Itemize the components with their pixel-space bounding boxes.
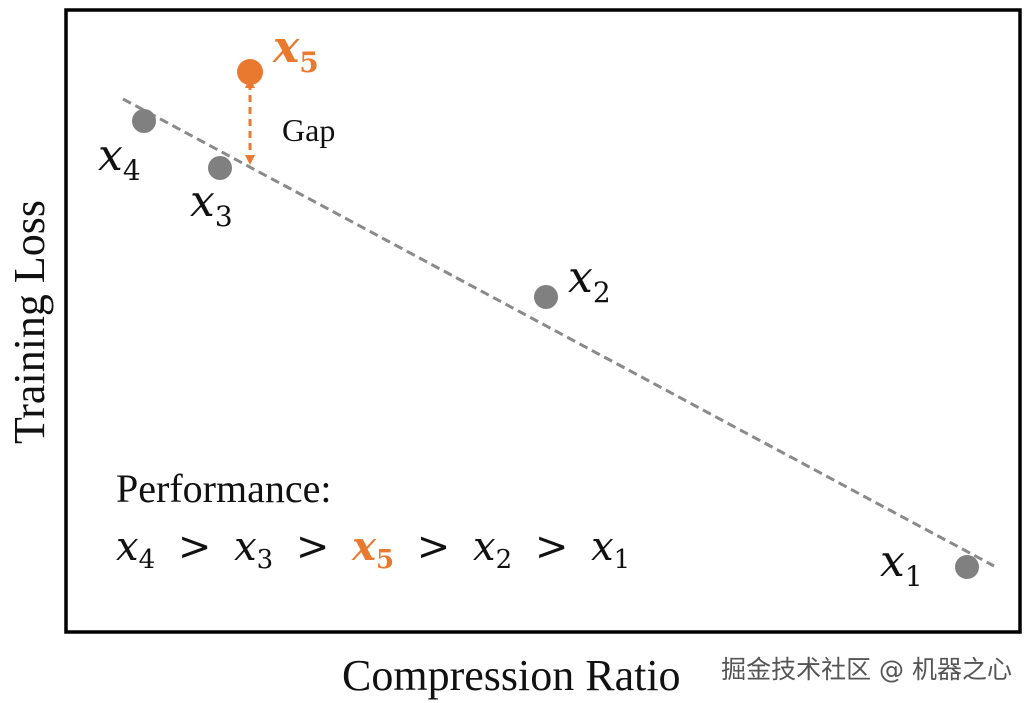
perf-sep-1: >	[178, 524, 212, 570]
label-x5: x5	[272, 22, 319, 79]
label-x2: x2	[568, 252, 611, 309]
perf-x1-sub: 1	[614, 545, 631, 575]
perf-x5-sub: 5	[376, 545, 394, 575]
perf-sep-4: >	[535, 524, 569, 570]
perf-x2: x	[473, 524, 496, 570]
point-x1	[955, 555, 979, 579]
performance-title: Performance:	[116, 466, 331, 511]
label-x1: x1	[880, 536, 923, 593]
perf-x4: x	[116, 524, 139, 570]
perf-x2-sub: 2	[496, 545, 513, 575]
plot-frame	[64, 8, 1022, 634]
x-axis-label: Compression Ratio	[342, 651, 681, 700]
label-x3: x3	[190, 176, 233, 233]
point-x4	[132, 109, 156, 133]
point-x3	[208, 156, 232, 180]
perf-x3-sub: 3	[257, 545, 274, 575]
label-x4: x4	[98, 130, 141, 187]
y-axis-label: Training Loss	[5, 200, 54, 444]
watermark-text: 掘金技术社区 @ 机器之心	[721, 655, 1012, 684]
point-x5	[237, 59, 263, 85]
perf-x5: x	[351, 523, 377, 570]
perf-x1: x	[591, 524, 614, 570]
performance-order: x4 > x3 > x5 > x2 > x1	[116, 523, 630, 578]
perf-sep-3: >	[417, 524, 451, 570]
perf-x4-sub: 4	[139, 545, 156, 575]
perf-sep-2: >	[296, 524, 330, 570]
perf-x3: x	[234, 524, 257, 570]
gap-label: Gap	[282, 112, 335, 148]
trend-line	[122, 97, 995, 568]
point-x2	[534, 285, 558, 309]
